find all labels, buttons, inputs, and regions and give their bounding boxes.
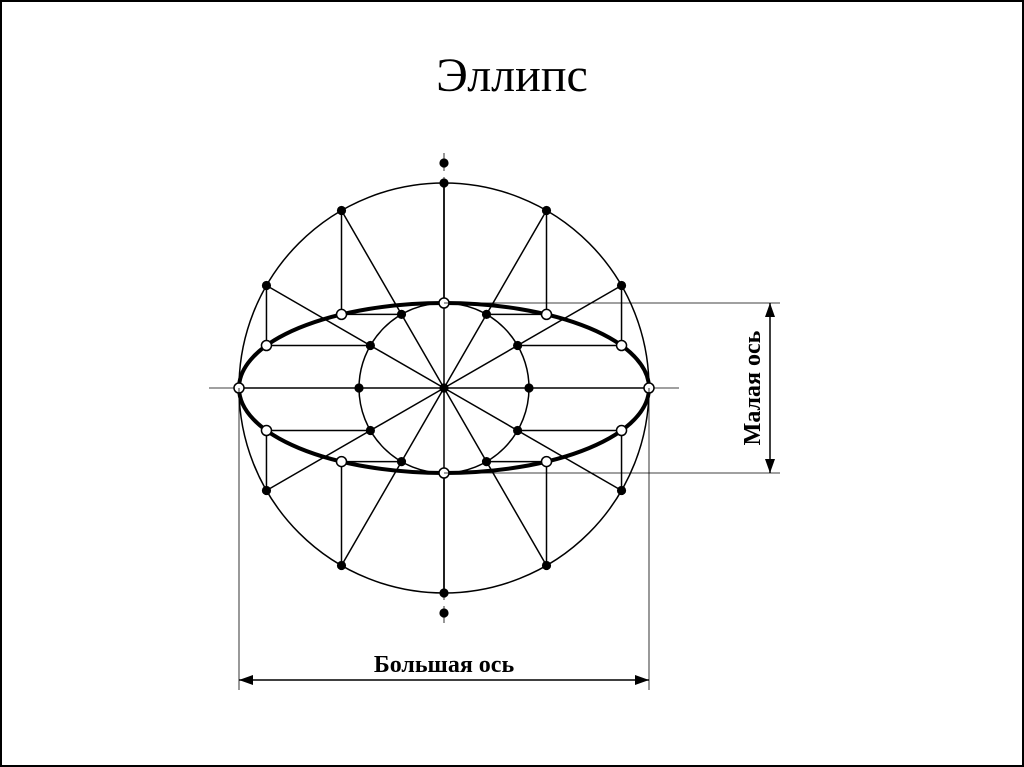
- major-axis-label: Большая ось: [374, 652, 515, 678]
- minor-axis-label: Малая ось: [740, 330, 766, 445]
- ellipse-construction-diagram: Большая ось Малая ось: [0, 0, 1024, 767]
